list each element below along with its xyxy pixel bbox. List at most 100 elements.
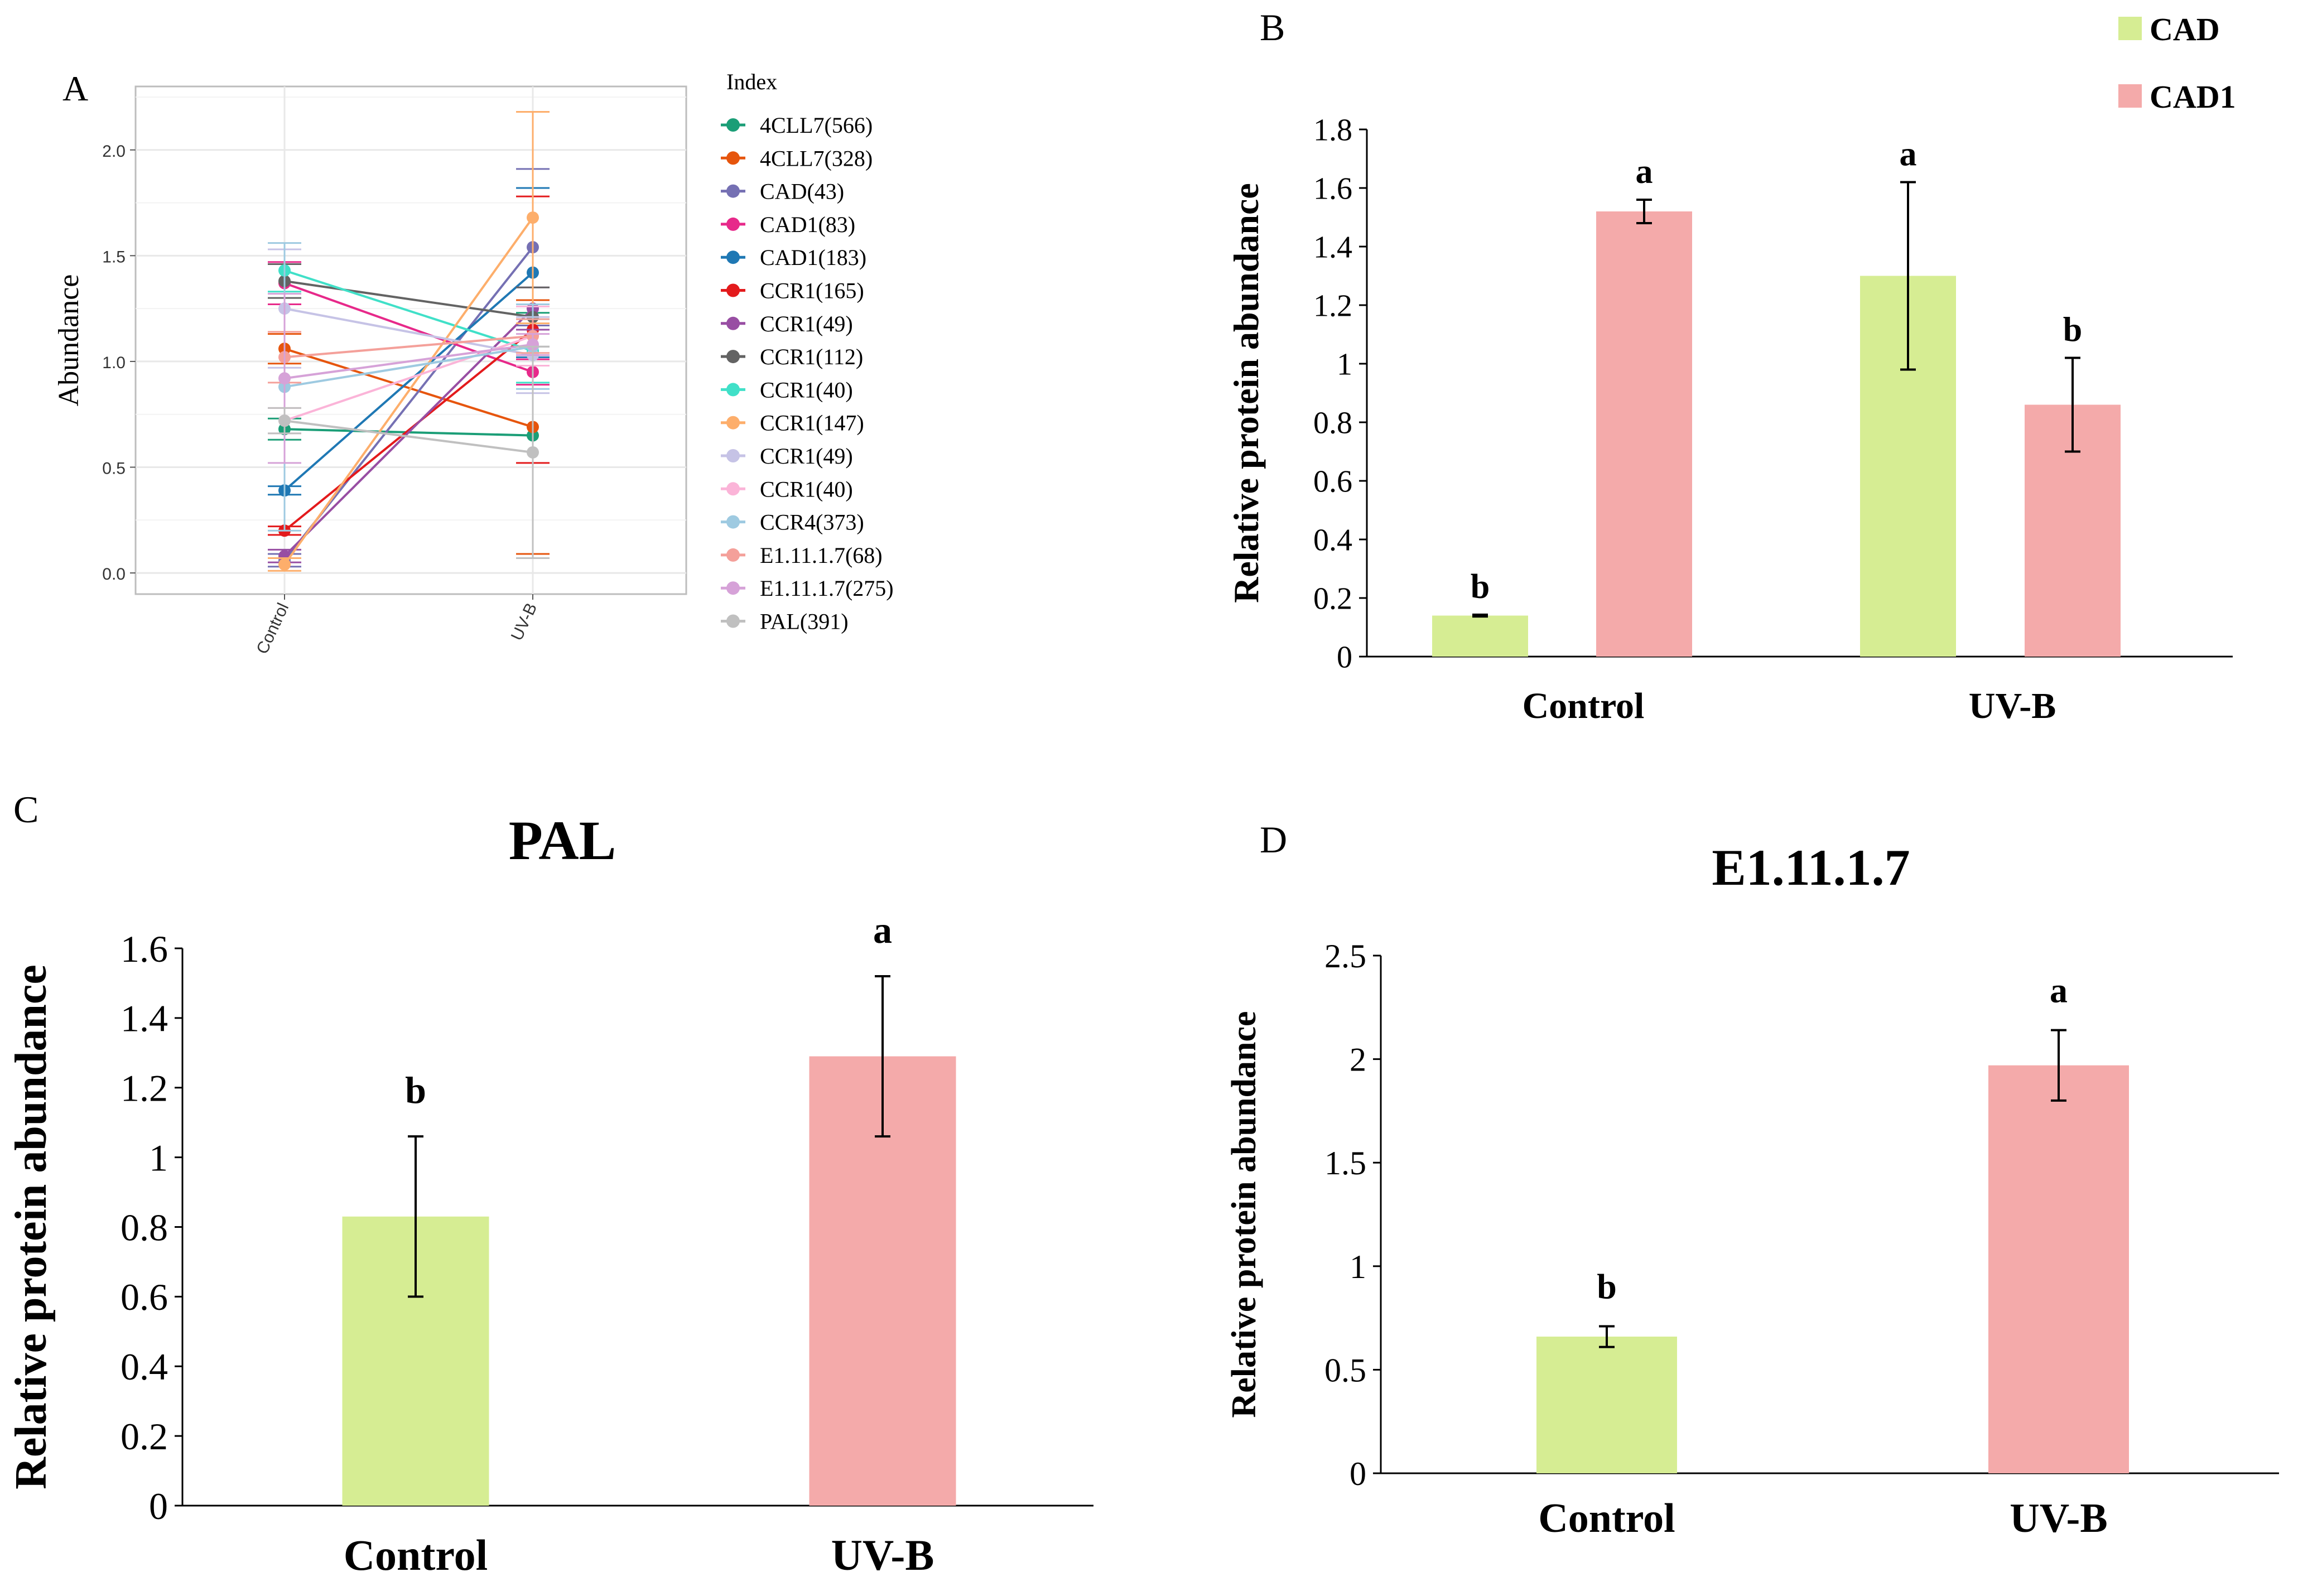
panel-label-d: D [1260, 818, 1287, 861]
y-tick-label: 0.5 [102, 460, 126, 478]
legend-title: Index [726, 69, 777, 94]
series-10 [268, 111, 550, 572]
legend-swatch [2118, 17, 2142, 40]
legend-marker [726, 118, 740, 132]
legend-marker [726, 283, 740, 297]
plot-area [134, 85, 687, 595]
y-tick-label: 0.8 [1313, 406, 1352, 441]
y-tick-label: 1.5 [1324, 1145, 1366, 1182]
legend-marker [726, 184, 740, 198]
significance-letter: b [1597, 1266, 1617, 1306]
y-tick-label: 2.5 [1324, 938, 1366, 975]
y-tick-label: 1 [1337, 348, 1352, 382]
panel-a: A 0.0 0.5 1.0 1.5 2.0 Abundance Control UV-B Inde… [53, 69, 894, 657]
significance-letter: a [873, 909, 892, 951]
legend-label: CAD1 [2150, 79, 2236, 115]
bar [1536, 1337, 1677, 1473]
y-axis-label: Relative protein abundance [1225, 1011, 1263, 1417]
legend-marker [726, 449, 740, 462]
legend-marker [726, 350, 740, 364]
series-line [284, 282, 533, 373]
y-tick-label: 0.2 [121, 1415, 168, 1458]
legend-marker [726, 548, 740, 562]
y-tick-label: 1 [1350, 1248, 1366, 1285]
data-point [527, 446, 539, 459]
x-category-label: Control [1523, 686, 1645, 726]
y-axis-label: Abundance [53, 274, 85, 407]
legend-label: CCR1(112) [760, 344, 863, 369]
series-16 [268, 345, 550, 560]
series-line [284, 420, 533, 454]
data-point [527, 211, 539, 224]
y-tick-label: 0.6 [121, 1276, 168, 1318]
significance-letter: a [1636, 153, 1653, 191]
y-tick-label: 0.5 [1324, 1352, 1366, 1388]
y-tick-label: 0.2 [1313, 582, 1352, 616]
panel-b: B 0 0.2 0.4 0.6 0.8 1 1.2 1.4 1.6 1.8 Relative prot… [1226, 6, 2236, 726]
legend-label: CCR1(49) [760, 443, 853, 469]
legend-label: CAD [2150, 11, 2220, 47]
y-tick-label: 1.4 [1313, 230, 1352, 265]
x-category-label: UV-B [1969, 686, 2056, 726]
series-line [284, 269, 533, 352]
series-line [283, 272, 534, 491]
bar [1432, 615, 1528, 657]
significance-letter: b [1471, 568, 1490, 606]
y-tick-label: 2.0 [102, 142, 126, 161]
data-point [278, 414, 291, 427]
significance-letter: a [2050, 971, 2068, 1010]
legend-marker [726, 316, 740, 330]
legend-marker [726, 581, 740, 595]
series-line [283, 329, 534, 532]
series-line [283, 216, 534, 566]
y-tick-label: 1.6 [121, 928, 168, 970]
x-category-label: UV-B [2010, 1496, 2107, 1541]
y-tick-label: 0.4 [1313, 523, 1352, 558]
y-tick-label: 0 [1337, 640, 1352, 675]
x-tick-label: UV-B [508, 600, 541, 643]
legend-label: PAL(391) [760, 609, 849, 634]
y-axis-label: Relative protein abundance [1226, 183, 1266, 603]
chart-title: E1.11.1.7 [1712, 839, 1910, 896]
series-line [284, 348, 533, 428]
significance-letter: b [405, 1069, 426, 1111]
y-tick-label: 1 [149, 1136, 168, 1179]
legend-label: CCR4(373) [760, 510, 864, 535]
legend-marker [726, 416, 740, 430]
y-tick-label: 1.2 [121, 1067, 168, 1110]
x-category-label: Control [344, 1531, 488, 1579]
x-category-label: Control [1538, 1496, 1675, 1541]
legend-label: CCR1(147) [760, 411, 864, 436]
y-tick-label: 1.8 [1313, 113, 1352, 148]
legend-label: 4CLL7(566) [760, 113, 873, 138]
legend-label: 4CLL7(328) [760, 146, 873, 171]
legend-label: CAD(43) [760, 179, 844, 204]
data-point [278, 372, 291, 385]
legend-marker [726, 614, 740, 628]
legend-marker [726, 217, 740, 231]
legend-marker [726, 250, 740, 264]
legend-label: CCR1(165) [760, 278, 864, 303]
chart-title: PAL [509, 809, 616, 871]
y-tick-label: 0.6 [1313, 465, 1352, 499]
legend-marker [726, 151, 740, 165]
panel-c: C 0 0.2 0.4 0.6 0.8 1 1.2 1.4 1.6 Relative protein… [7, 788, 1093, 1579]
legend-swatch [2118, 84, 2142, 108]
data-point [527, 338, 539, 351]
legend-label: CCR1(40) [760, 476, 853, 502]
significance-letter: a [1900, 136, 1917, 173]
series-line [284, 345, 533, 388]
y-tick-label: 0.0 [102, 565, 126, 584]
panel-label-c: C [13, 788, 38, 831]
y-tick-label: 0 [149, 1485, 168, 1527]
y-tick-label: 0 [1350, 1455, 1366, 1492]
legend-label: CCR1(40) [760, 377, 853, 402]
y-tick-label: 0.8 [121, 1206, 168, 1248]
panel-d: D 0 0.5 1 1.5 2 2.5 Relative protein abundance E… [1225, 818, 2279, 1541]
legend-label: CAD1(183) [760, 245, 866, 270]
legend-marker [726, 482, 740, 496]
series-line [284, 343, 533, 380]
series-line [284, 307, 533, 356]
y-tick-label: 2 [1350, 1042, 1366, 1078]
